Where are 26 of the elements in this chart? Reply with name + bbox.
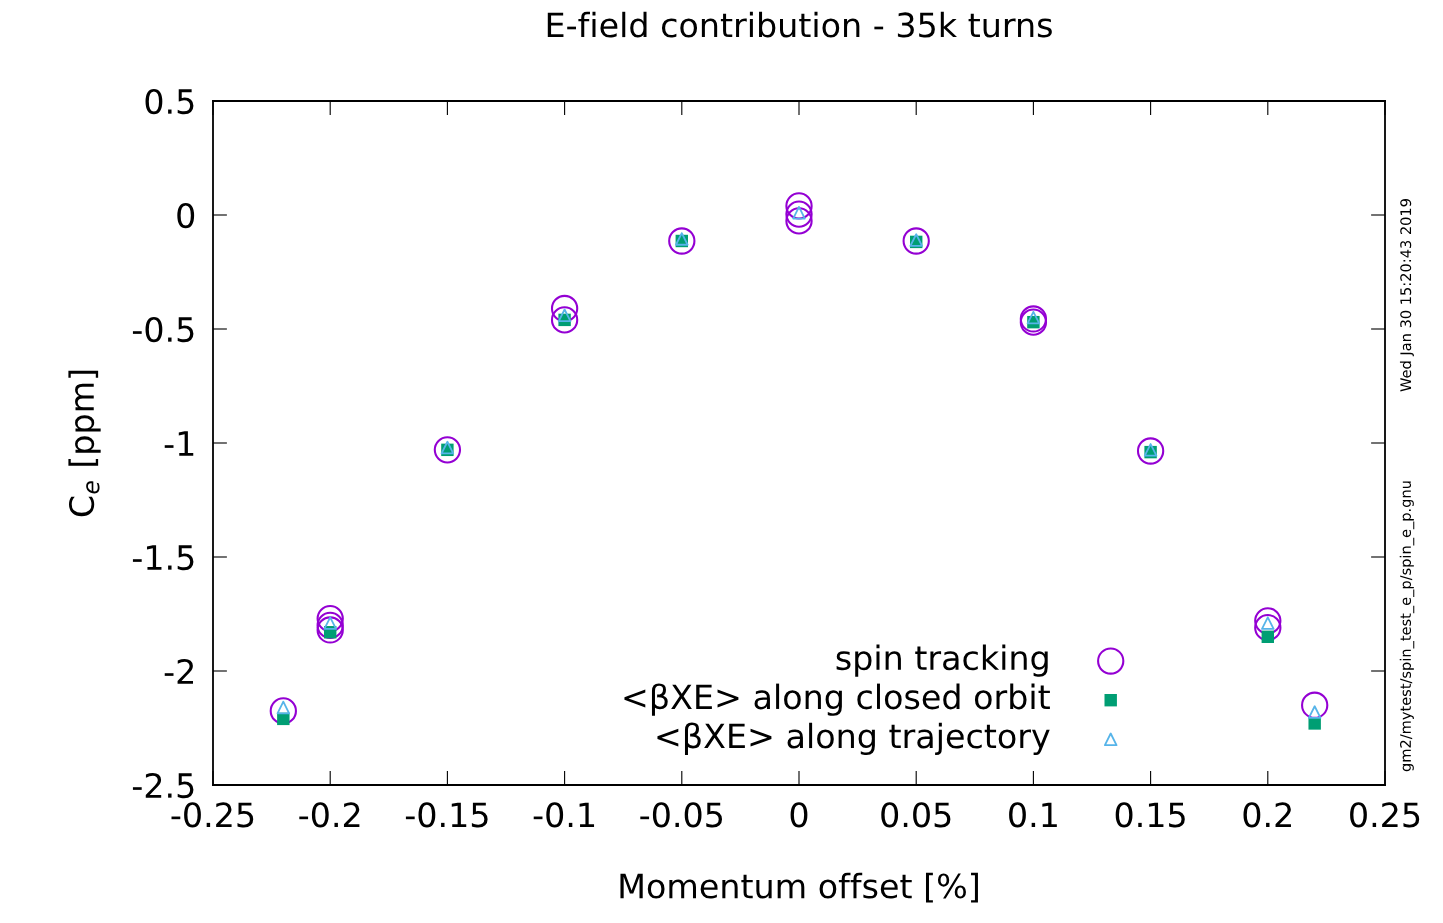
x-tick-label: 0.15 [1115, 802, 1185, 828]
text: gm2/mytest/spin_test_e_p/spin_e_p.gnu [1399, 481, 1415, 772]
x-tick-label: -0.25 [171, 802, 254, 828]
y-tick-label: -0.5 [132, 316, 194, 343]
y-tick-label: -1 [164, 431, 194, 456]
x-tick-label: -0.15 [405, 802, 488, 828]
x-tick-label: 0.25 [1350, 802, 1420, 828]
x-tick-label: -0.1 [533, 802, 595, 828]
y-tick-label: 0 [177, 202, 195, 229]
text: Wed Jan 30 15:20:43 2019 [1399, 199, 1414, 392]
legend-label: <βXE> along trajectory [657, 722, 1050, 755]
x-tick-label: -0.2 [299, 802, 360, 828]
y-tick-label: -2 [164, 658, 193, 684]
y-tick-label: 0.5 [145, 88, 194, 115]
x-tick-label: -0.05 [640, 802, 723, 828]
y-tick-label: -1.5 [132, 545, 194, 571]
x-tick-label: 0.05 [881, 802, 951, 828]
y-tick-label: -2.5 [132, 772, 194, 799]
chart-title: E-field contribution - 35k turns [547, 11, 1052, 38]
legend-label: <βXE> along closed orbit [624, 683, 1050, 716]
x-axis-title: Momentum offset [%] [620, 872, 978, 903]
x-tick-label: 0.1 [1009, 802, 1057, 828]
x-tick-label: 0.2 [1243, 802, 1291, 828]
legend-label: spin tracking [836, 644, 1048, 677]
y-axis-title: C$_{e}$ [ppm] [68, 370, 101, 517]
x-tick-label: 0 [790, 802, 808, 828]
